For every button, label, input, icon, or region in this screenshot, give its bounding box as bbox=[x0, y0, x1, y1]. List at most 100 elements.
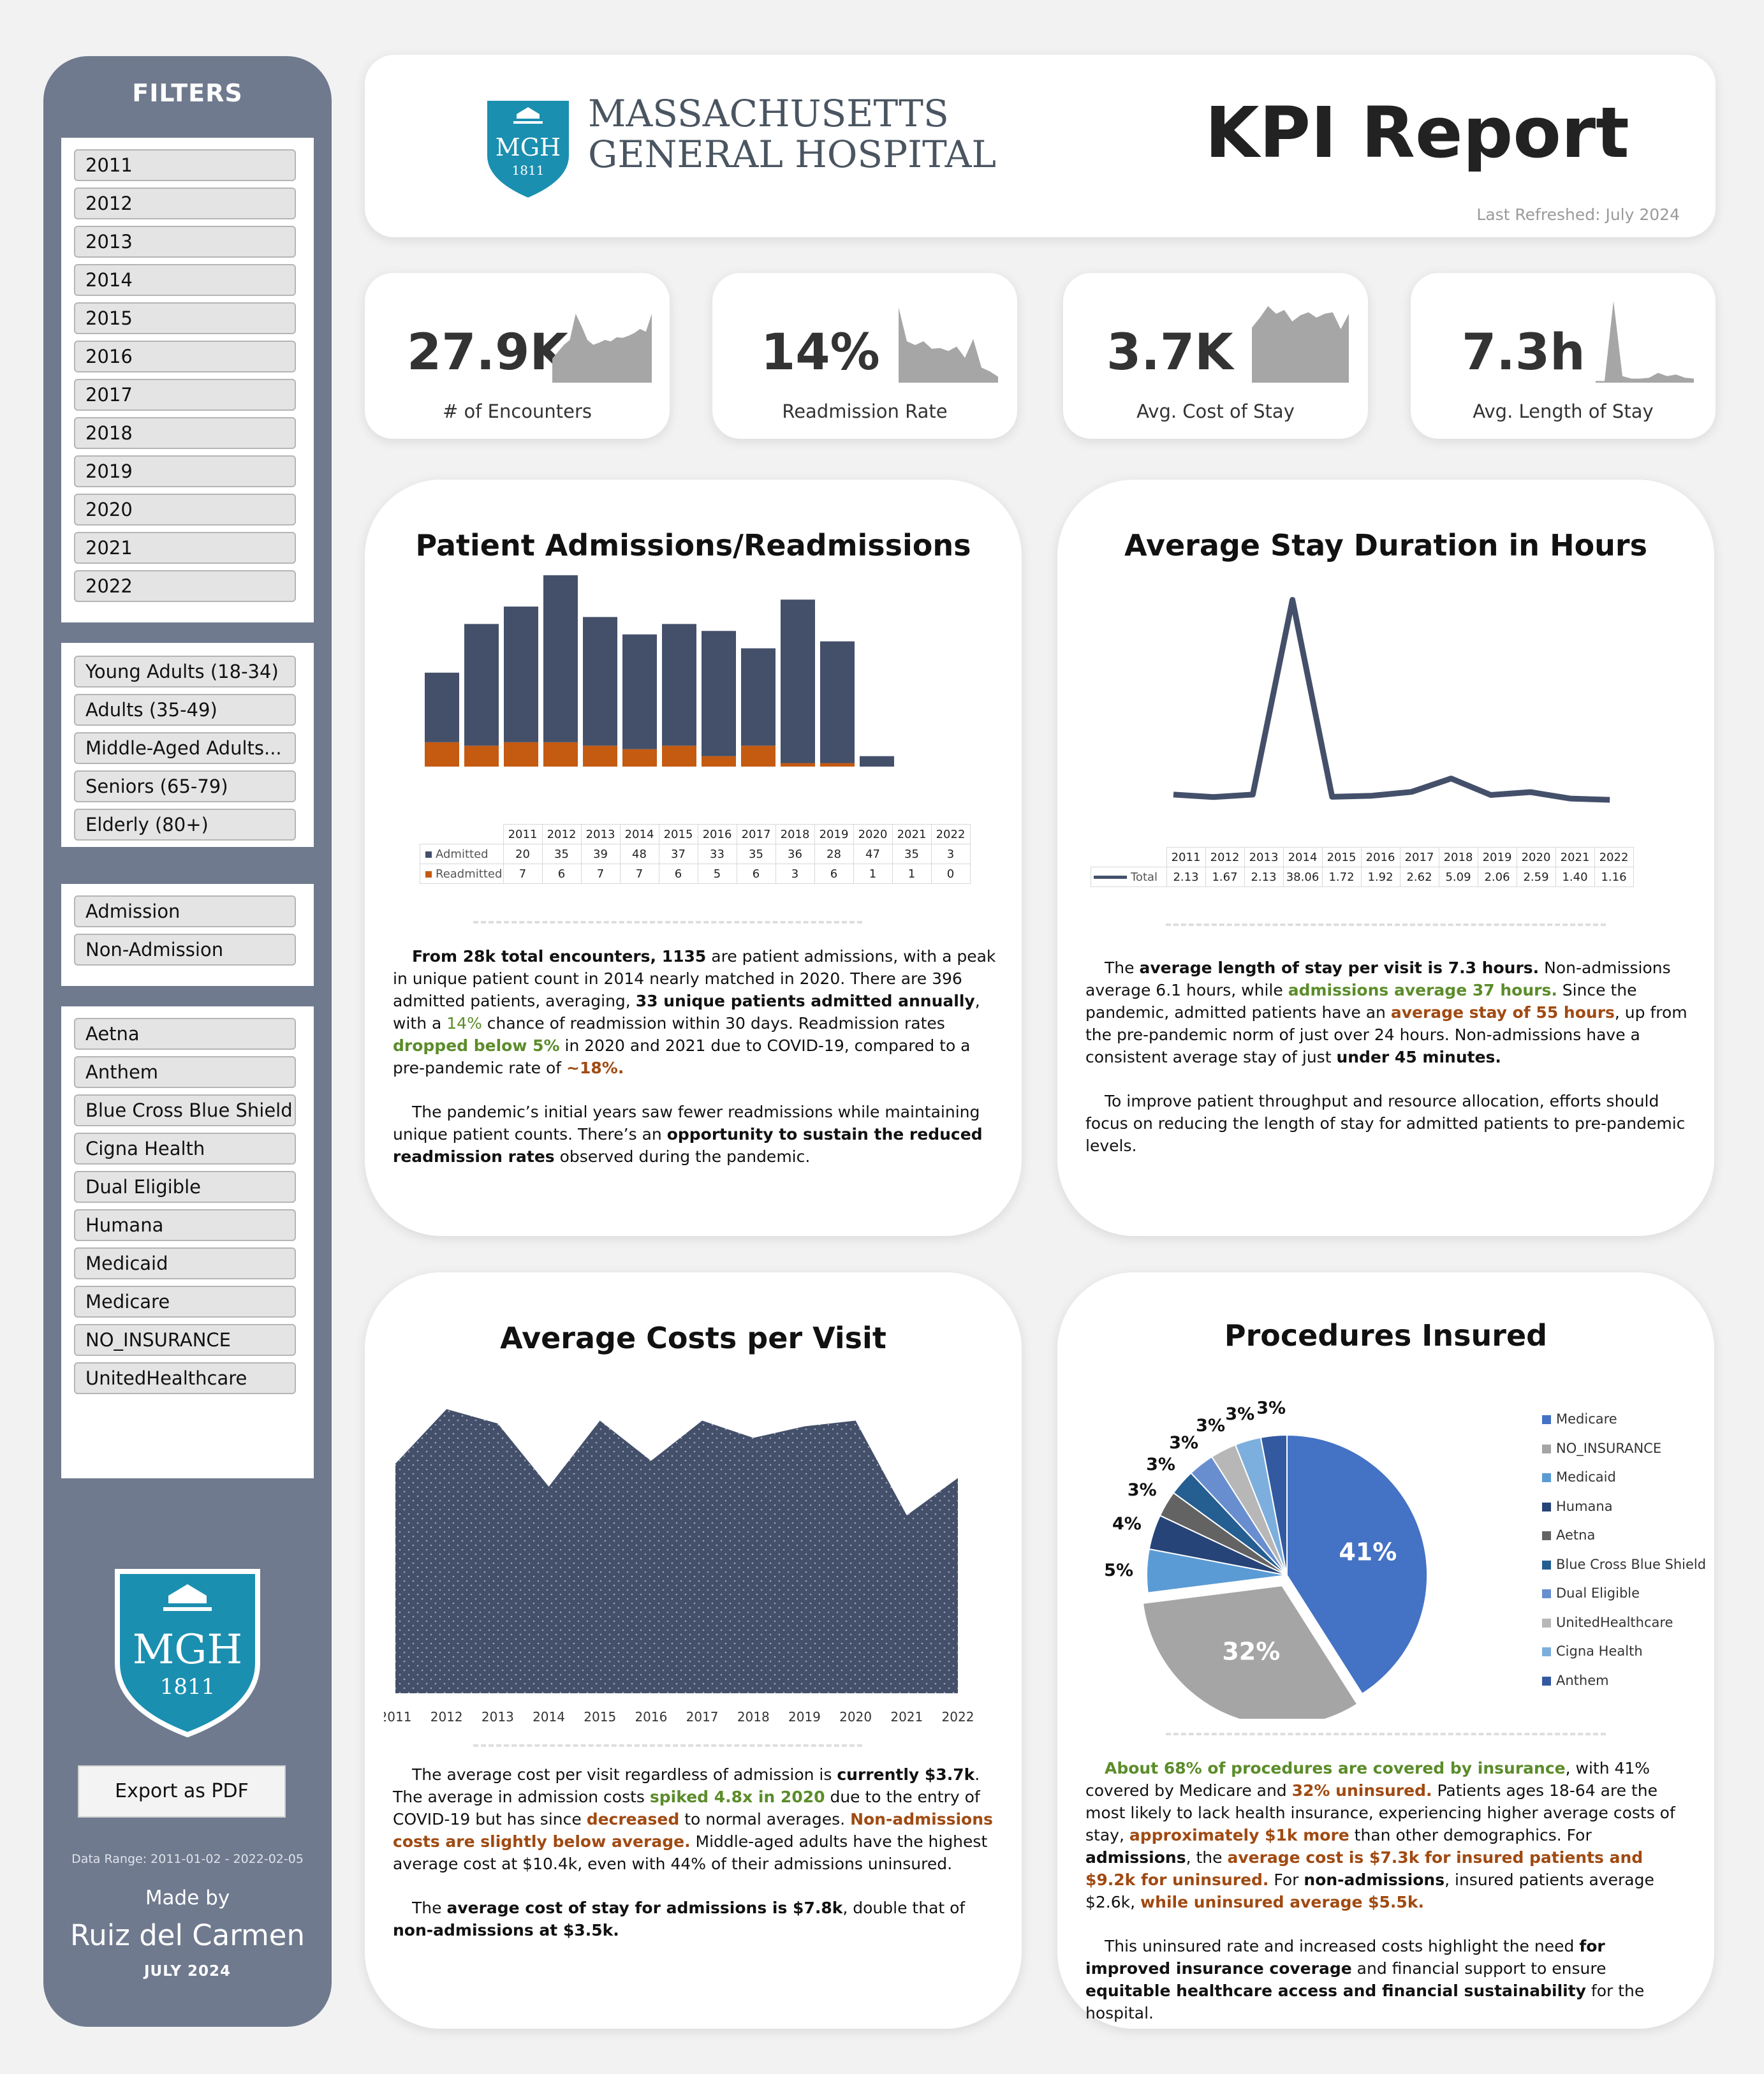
kpi-sparkline bbox=[552, 314, 652, 383]
table-year: 2022 bbox=[1594, 847, 1634, 867]
divider bbox=[473, 921, 862, 923]
x-tick-label: 2011 bbox=[384, 1709, 411, 1725]
payer-filter-3[interactable]: Cigna Health bbox=[74, 1133, 296, 1165]
table-value: 2.62 bbox=[1399, 867, 1439, 887]
year-filter-8[interactable]: 2019 bbox=[74, 455, 296, 487]
kpi-card-length-of-stay: 7.3h Avg. Length of Stay bbox=[1411, 273, 1716, 439]
kpi-card-cost: 3.7K Avg. Cost of Stay bbox=[1063, 273, 1368, 439]
kpi-sparkline bbox=[899, 307, 998, 383]
card-title: Average Stay Duration in Hours bbox=[1124, 528, 1647, 563]
admission-filter-1[interactable]: Non-Admission bbox=[74, 934, 296, 966]
kpi-label: Readmission Rate bbox=[782, 401, 948, 422]
table-value: 6 bbox=[814, 864, 854, 884]
mgh-header-logo: MGH 1811 bbox=[485, 98, 571, 201]
pie-label: 4% bbox=[1112, 1514, 1142, 1534]
payer-filter-7[interactable]: Medicare bbox=[74, 1286, 296, 1318]
table-year: 2021 bbox=[892, 824, 932, 844]
payer-slicer: Aetna Anthem Blue Cross Blue Shield Cigna H… bbox=[61, 1006, 314, 1478]
table-value: 7 bbox=[619, 864, 659, 884]
bar-admitted-2018 bbox=[702, 631, 736, 756]
year-filter-4[interactable]: 2015 bbox=[74, 302, 296, 334]
table-value: 38.06 bbox=[1283, 867, 1323, 887]
admission-filter-0[interactable]: Admission bbox=[74, 895, 296, 927]
year-filter-1[interactable]: 2012 bbox=[74, 188, 296, 219]
table-value: 6 bbox=[541, 864, 582, 884]
filters-title: FILTERS bbox=[132, 79, 243, 107]
x-tick-label: 2017 bbox=[686, 1709, 719, 1725]
legend-item: Anthem bbox=[1542, 1673, 1609, 1688]
header-logo-year: 1811 bbox=[512, 163, 545, 178]
age-filter-1[interactable]: Adults (35-49) bbox=[74, 694, 296, 726]
legend-item: Dual Eligible bbox=[1542, 1585, 1640, 1601]
kpi-label: Avg. Length of Stay bbox=[1473, 401, 1654, 422]
legend-item: UnitedHealthcare bbox=[1542, 1615, 1673, 1630]
table-year: 2014 bbox=[619, 824, 659, 844]
sparkline-area bbox=[552, 314, 652, 383]
year-filter-2[interactable]: 2013 bbox=[74, 226, 296, 258]
year-filter-7[interactable]: 2018 bbox=[74, 417, 296, 449]
table-year: 2017 bbox=[1399, 847, 1439, 867]
payer-filter-6[interactable]: Medicaid bbox=[74, 1247, 296, 1279]
payer-filter-8[interactable]: NO_INSURANCE bbox=[74, 1324, 296, 1356]
export-pdf-button[interactable]: Export as PDF bbox=[78, 1765, 286, 1818]
year-filter-11[interactable]: 2022 bbox=[74, 570, 296, 602]
table-value: 7 bbox=[580, 864, 621, 884]
year-filter-6[interactable]: 2017 bbox=[74, 379, 296, 411]
payer-filter-2[interactable]: Blue Cross Blue Shield bbox=[74, 1094, 296, 1126]
table-year: 2016 bbox=[1360, 847, 1400, 867]
year-filter-3[interactable]: 2014 bbox=[74, 264, 296, 296]
table-value: 3 bbox=[775, 864, 815, 884]
age-group-slicer: Young Adults (18-34) Adults (35-49) Middle… bbox=[61, 643, 314, 847]
table-value: 2.06 bbox=[1477, 867, 1517, 887]
cost-area bbox=[395, 1409, 958, 1693]
table-value: 28 bbox=[814, 844, 854, 864]
bar-readmitted-2020 bbox=[781, 763, 815, 767]
age-filter-0[interactable]: Young Adults (18-34) bbox=[74, 656, 296, 688]
year-slicer: 2011 2012 2013 2014 2015 2016 2017 2018 2019 2020… bbox=[61, 138, 314, 622]
x-tick-label: 2022 bbox=[942, 1709, 974, 1725]
payer-filter-5[interactable]: Humana bbox=[74, 1209, 296, 1241]
table-year: 2013 bbox=[580, 824, 621, 844]
series-label: Total bbox=[1091, 867, 1167, 887]
card-title: Average Costs per Visit bbox=[500, 1321, 886, 1355]
table-value: 2.59 bbox=[1516, 867, 1556, 887]
last-refreshed: Last Refreshed: July 2024 bbox=[1476, 205, 1680, 224]
table-value: 5 bbox=[697, 864, 737, 884]
table-value: 1.72 bbox=[1321, 867, 1362, 887]
table-value: 35 bbox=[541, 844, 582, 864]
table-year: 2022 bbox=[930, 824, 971, 844]
year-filter-0[interactable]: 2011 bbox=[74, 149, 296, 181]
bar-admitted-2016 bbox=[622, 634, 657, 749]
kpi-value: 14% bbox=[761, 324, 880, 381]
bar-readmitted-2011 bbox=[425, 742, 459, 767]
bar-readmitted-2012 bbox=[464, 746, 499, 767]
series-label: Admitted bbox=[420, 844, 504, 864]
age-filter-3[interactable]: Seniors (65-79) bbox=[74, 770, 296, 802]
age-filter-4[interactable]: Elderly (80+) bbox=[74, 809, 296, 841]
payer-filter-9[interactable]: UnitedHealthcare bbox=[74, 1362, 296, 1394]
costs-area-chart: 2011 2012 2013 2014 2015 2016 2017 2018 2019 2020… bbox=[384, 1409, 974, 1725]
age-filter-2[interactable]: Middle-Aged Adults... bbox=[74, 732, 296, 764]
payer-filter-1[interactable]: Anthem bbox=[74, 1056, 296, 1088]
admissions-card: Patient Admissions/Readmissions 2011 2012… bbox=[365, 480, 1022, 1236]
year-filter-9[interactable]: 2020 bbox=[74, 494, 296, 526]
table-value: 33 bbox=[697, 844, 737, 864]
table-year: 2020 bbox=[1516, 847, 1556, 867]
year-filter-5[interactable]: 2016 bbox=[74, 341, 296, 372]
payer-filter-4[interactable]: Dual Eligible bbox=[74, 1171, 296, 1203]
pie-label: 5% bbox=[1104, 1561, 1133, 1580]
table-value: 6 bbox=[736, 864, 776, 884]
admissions-data-table: 2011 2012 2013 2014 2015 2016 2017 2018 2019 2020… bbox=[420, 824, 971, 884]
costs-narrative: The average cost per visit regardless of… bbox=[393, 1765, 993, 1939]
table-year: 2015 bbox=[658, 824, 698, 844]
costs-card: Average Costs per Visit 2011 2012 2013 2014… bbox=[365, 1272, 1022, 2029]
mgh-shield-logo: MGH 1811 bbox=[115, 1569, 260, 1738]
table-value: 0 bbox=[930, 864, 971, 884]
table-year: 2012 bbox=[541, 824, 582, 844]
pie-label: 3% bbox=[1169, 1433, 1198, 1453]
line-series-total bbox=[1173, 597, 1610, 803]
payer-filter-0[interactable]: Aetna bbox=[74, 1018, 296, 1050]
filters-sidebar: FILTERS 2011 2012 2013 2014 2015 2016 2017 2018… bbox=[43, 56, 332, 2027]
pie-slice-medicare bbox=[1286, 1434, 1429, 1695]
year-filter-10[interactable]: 2021 bbox=[74, 532, 296, 564]
